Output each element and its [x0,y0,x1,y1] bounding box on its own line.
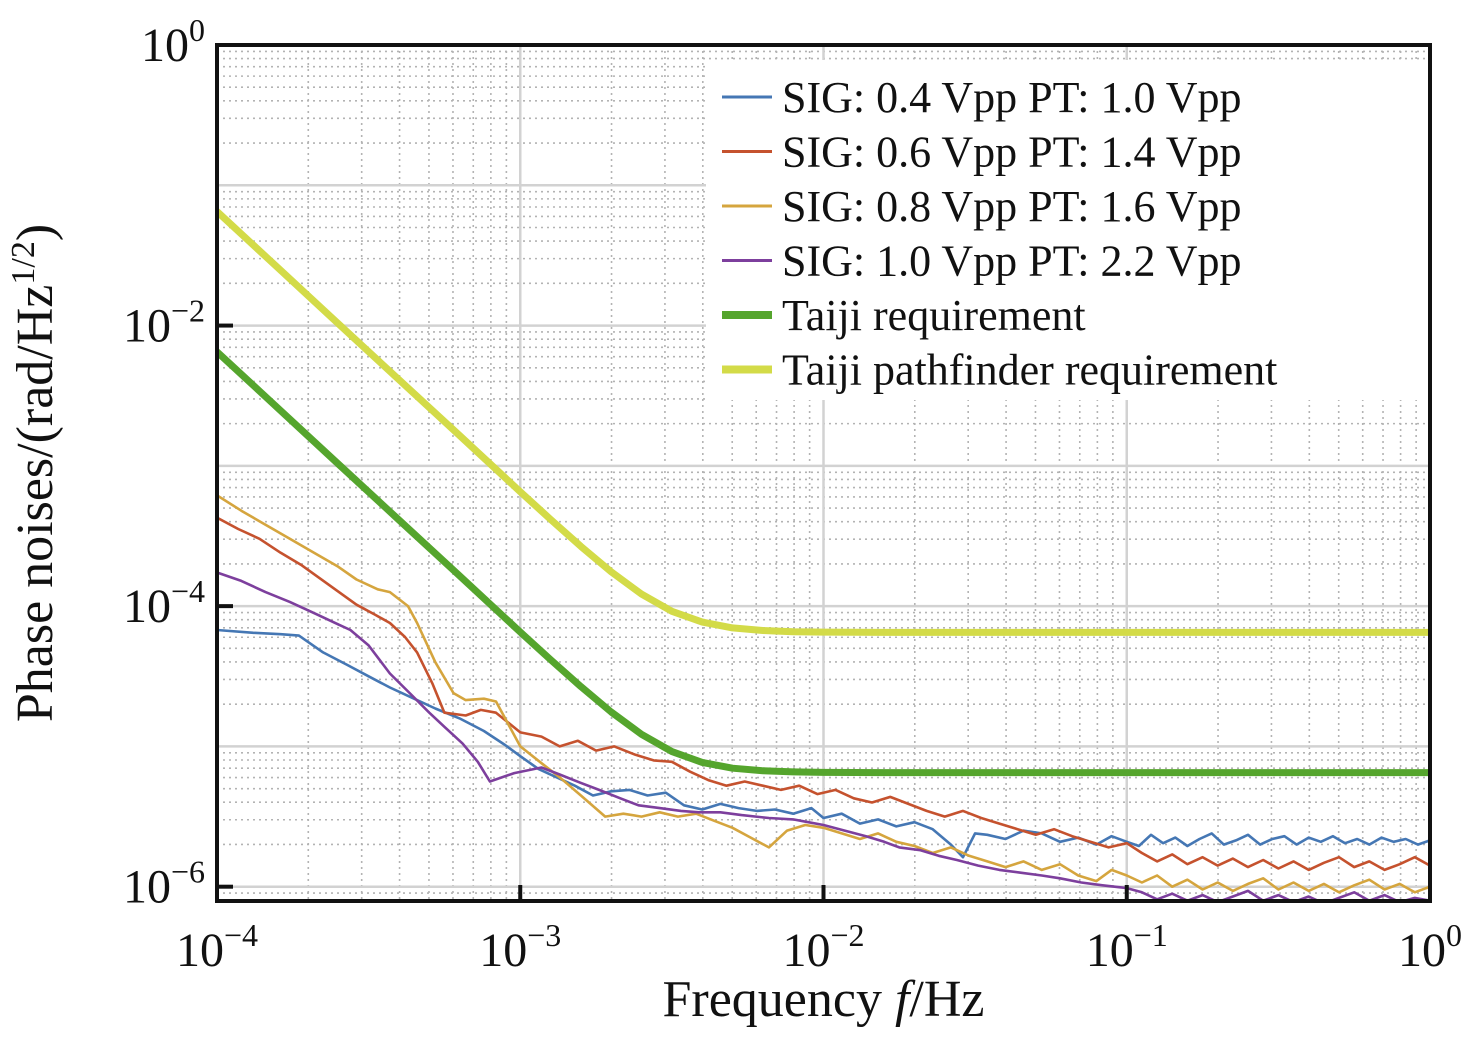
legend-entry-taiji_pf: Taiji pathfinder requirement [722,346,1277,395]
legend-entry-sig08: SIG: 0.8 Vpp PT: 1.6 Vpp [722,182,1241,231]
legend: SIG: 0.4 Vpp PT: 1.0 Vpp SIG: 0.6 Vpp PT:… [706,60,1428,400]
legend-label-sig08: SIG: 0.8 Vpp PT: 1.6 Vpp [782,182,1241,231]
legend-label-taiji_pf: Taiji pathfinder requirement [782,346,1277,395]
series-line-sig06 [217,516,1430,872]
x-tick-label: 10−4 [176,917,258,977]
legend-background [706,60,1428,400]
x-tick-label: 10−3 [479,917,561,977]
legend-label-taiji_req: Taiji requirement [782,291,1086,340]
x-axis-label: Frequency f/Hz [662,971,984,1028]
y-axis-label: Phase noises/(rad/Hz1/2) [5,224,64,722]
x-tick-label: 10−1 [1086,917,1168,977]
series-line-taiji_pf [217,208,1430,636]
y-tick-label: 10−4 [123,573,205,633]
x-tick-label: 100 [1398,917,1462,977]
series-line-sig04 [217,628,1430,859]
legend-entry-sig04: SIG: 0.4 Vpp PT: 1.0 Vpp [722,73,1241,122]
y-tick-label: 100 [141,12,205,72]
legend-entry-sig10: SIG: 1.0 Vpp PT: 2.2 Vpp [722,237,1241,286]
ticks [215,43,1432,901]
x-tick-label: 10−2 [782,917,864,977]
legend-label-sig10: SIG: 1.0 Vpp PT: 2.2 Vpp [782,237,1241,286]
legend-entry-taiji_req: Taiji requirement [722,291,1086,340]
y-tick-label: 10−6 [123,854,205,914]
legend-label-sig06: SIG: 0.6 Vpp PT: 1.4 Vpp [782,128,1241,177]
legend-label-sig04: SIG: 0.4 Vpp PT: 1.0 Vpp [782,73,1241,122]
legend-entry-sig06: SIG: 0.6 Vpp PT: 1.4 Vpp [722,128,1241,177]
series-line-taiji_req [217,348,1430,777]
y-tick-label: 10−2 [123,293,205,353]
